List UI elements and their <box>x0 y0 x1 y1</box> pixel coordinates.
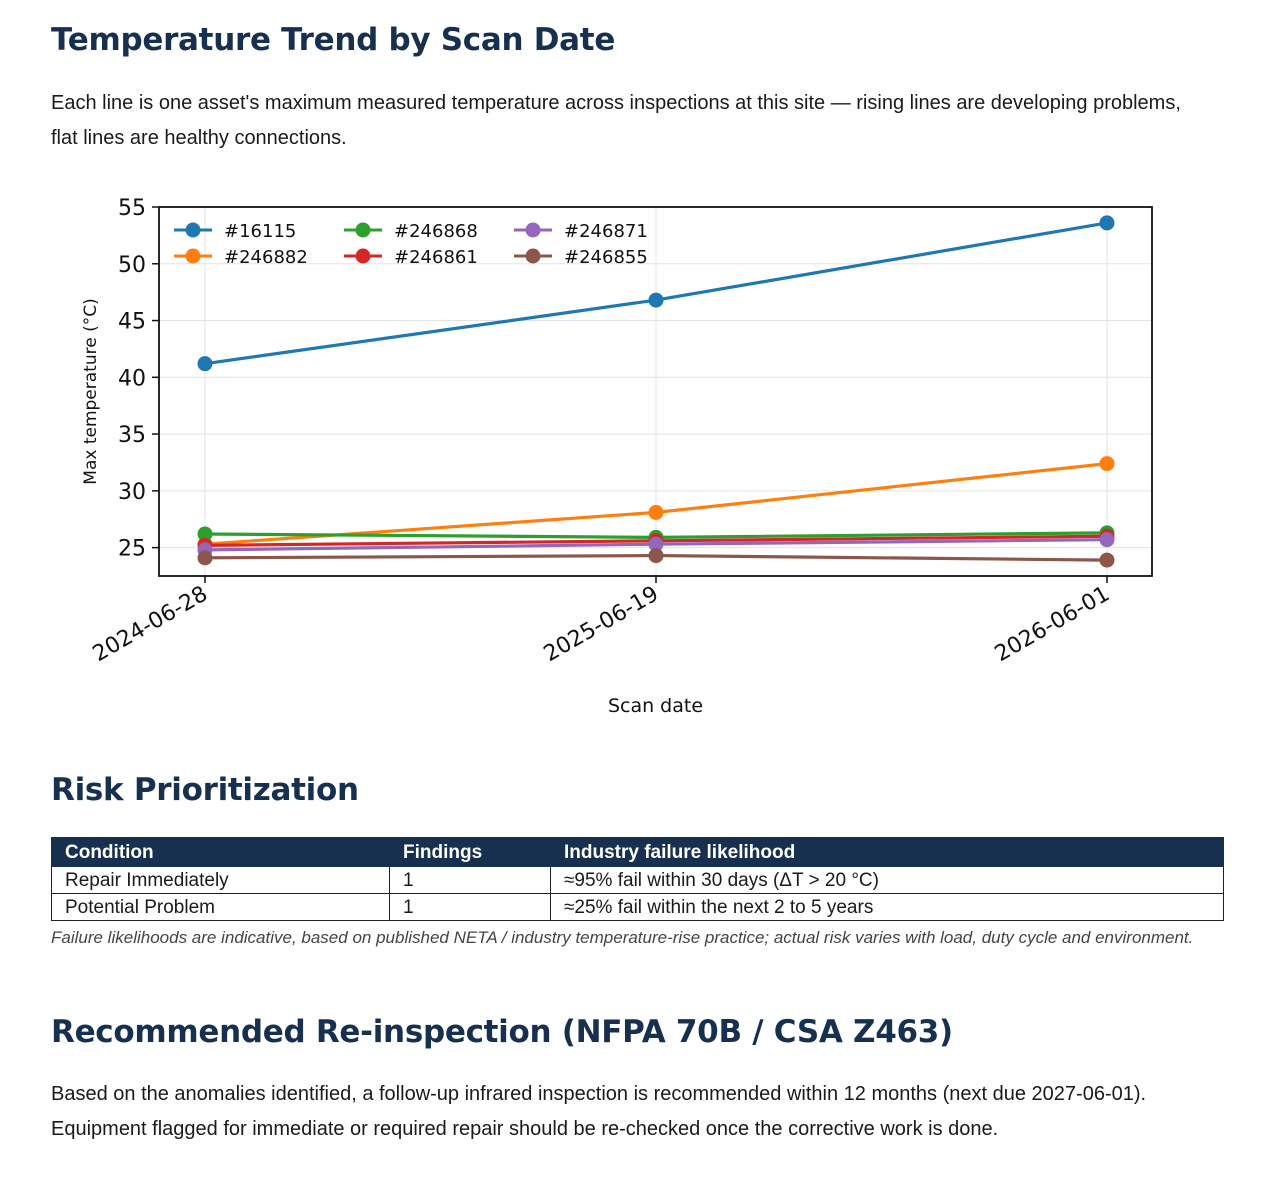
data-point <box>197 550 213 566</box>
y-tick-label: 50 <box>118 253 146 278</box>
legend-label: #246855 <box>564 247 648 268</box>
findings-cell: 1 <box>389 893 551 921</box>
data-point <box>197 356 213 372</box>
column-header-condition: Condition <box>51 837 390 867</box>
legend-marker <box>185 248 201 264</box>
legend-label: #16115 <box>224 221 296 242</box>
trend-intro-paragraph: Each line is one asset's maximum measure… <box>51 92 1181 149</box>
legend-marker <box>525 248 541 264</box>
y-axis-label: Max temperature (°C) <box>81 298 101 484</box>
x-tick-label: 2024-06-28 <box>89 582 212 668</box>
section-heading-reinspection: Recommended Re-inspection (NFPA 70B / CS… <box>51 1014 953 1050</box>
y-tick-label: 55 <box>118 196 146 221</box>
likelihood-cell: ≈25% fail within the next 2 to 5 years <box>550 893 1224 921</box>
chart-svg: 25 30 35 40 45 50 55 2024-06-28 2025-06-19 2026-0… <box>81 196 1153 717</box>
table-row: Potential Problem 1 ≈25% fail within the… <box>51 893 1224 921</box>
legend-label: #246871 <box>564 221 648 242</box>
y-tick-label: 35 <box>118 423 146 448</box>
data-point <box>1099 552 1115 568</box>
temperature-trend-chart: 25 30 35 40 45 50 55 2024-06-28 2025-06-19 2026-0… <box>60 186 1170 726</box>
data-point <box>648 504 664 520</box>
data-point <box>1099 215 1115 231</box>
section-heading-trend: Temperature Trend by Scan Date <box>51 22 616 58</box>
y-tick-label: 40 <box>118 366 146 391</box>
x-tick-label: 2025-06-19 <box>540 582 663 668</box>
legend-label: #246861 <box>394 247 478 268</box>
x-tick-label: 2026-06-01 <box>991 582 1114 668</box>
table-row: Repair Immediately 1 ≈95% fail within 30… <box>51 866 1224 894</box>
condition-cell: Repair Immediately <box>51 866 390 894</box>
data-point <box>648 548 664 564</box>
condition-cell: Potential Problem <box>51 893 390 921</box>
data-point <box>197 526 213 542</box>
risk-footnote: Failure likelihoods are indicative, base… <box>51 928 1194 947</box>
legend-label: #246868 <box>394 221 478 242</box>
legend-marker <box>355 222 371 238</box>
column-header-failure-likelihood: Industry failure likelihood <box>550 837 1224 867</box>
findings-cell: 1 <box>389 866 551 894</box>
data-point <box>1099 456 1115 472</box>
column-header-findings: Findings <box>389 837 551 867</box>
legend-label: #246882 <box>224 247 308 268</box>
y-tick-label: 45 <box>118 310 146 335</box>
risk-table: Condition Findings Industry failure like… <box>51 837 1224 921</box>
y-tick-label: 30 <box>118 480 146 505</box>
likelihood-cell: ≈95% fail within 30 days (ΔT > 20 °C) <box>550 866 1224 894</box>
section-heading-risk: Risk Prioritization <box>51 772 359 808</box>
y-tick-label: 25 <box>118 537 146 562</box>
data-point <box>1099 532 1115 548</box>
legend-marker <box>355 248 371 264</box>
legend-marker <box>525 222 541 238</box>
data-point <box>648 536 664 552</box>
risk-table-header-row: Condition Findings Industry failure like… <box>51 837 1224 867</box>
x-axis-label: Scan date <box>608 695 703 717</box>
legend-marker <box>185 222 201 238</box>
reinspection-paragraph: Based on the anomalies identified, a fol… <box>51 1083 1147 1140</box>
data-point <box>648 292 664 308</box>
